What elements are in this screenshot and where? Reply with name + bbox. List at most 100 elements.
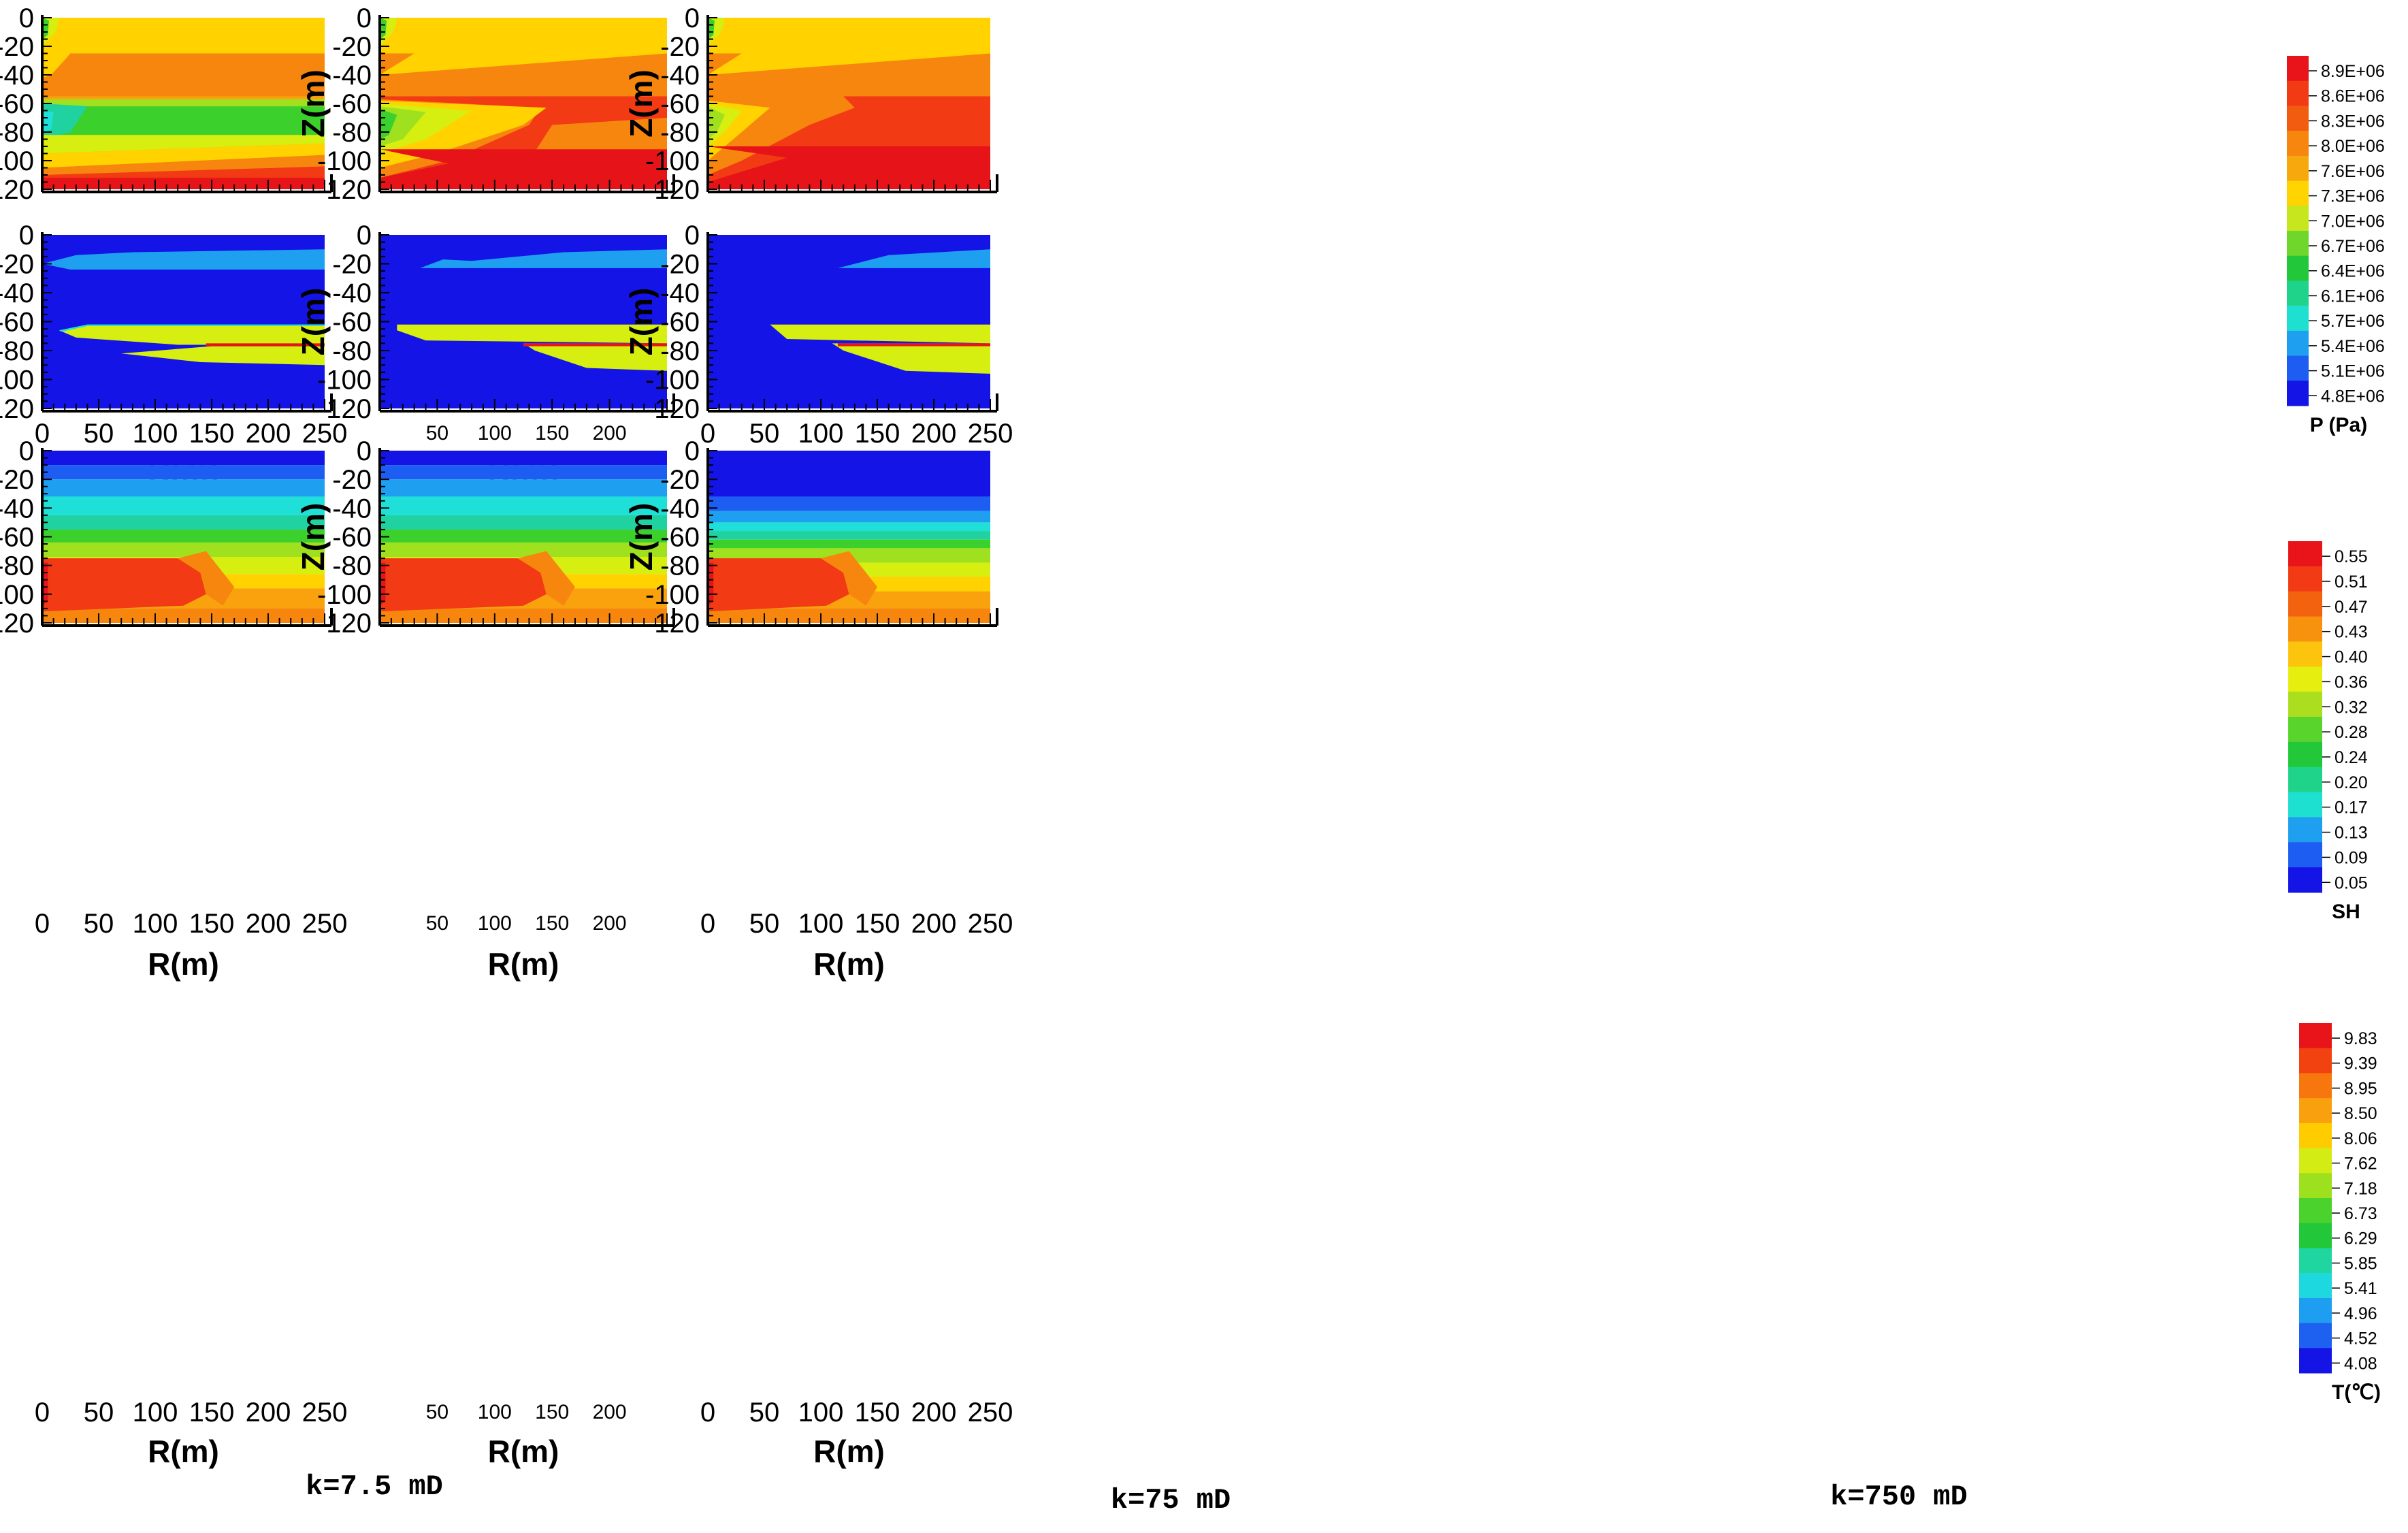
x-tick-label: 200 — [246, 1398, 291, 1427]
x-tick-label: 150 — [189, 1398, 235, 1427]
y-axis-title: Z(m) — [623, 69, 659, 138]
colorbar-swatch — [2288, 717, 2322, 743]
colorbar-swatch — [2287, 180, 2309, 206]
colorbar-swatch — [2299, 1248, 2332, 1274]
y-tick-label: 0 — [19, 221, 34, 251]
case-label-1: k=7.5 mD — [306, 1470, 443, 1503]
x-tick-label: 150 — [535, 1401, 569, 1423]
x-tick-label: 150 — [855, 1398, 900, 1427]
colorbar-swatch — [2299, 1073, 2332, 1099]
x-tick-label: 150 — [855, 909, 900, 939]
y-tick-label: 0 — [685, 436, 700, 466]
contour-field — [42, 18, 325, 189]
colorbar-swatch — [2299, 1123, 2332, 1149]
y-tick-label: -20 — [660, 465, 700, 495]
panel-p-3: 0-20-40-60-80-100-120050100150200250R(m)… — [623, 3, 1013, 489]
colorbar-swatch — [2287, 155, 2309, 182]
x-tick-label: 0 — [700, 419, 715, 449]
colorbar-label: 7.18 — [2344, 1179, 2377, 1198]
y-tick-label: -40 — [660, 61, 700, 91]
colorbar-swatch — [2299, 1297, 2332, 1324]
x-tick-label: 100 — [798, 419, 844, 449]
colorbar-label: 7.0E+06 — [2321, 212, 2385, 231]
colorbar-title: T(℃) — [2332, 1381, 2381, 1404]
y-tick-label: -20 — [0, 465, 34, 495]
x-tick-label: 200 — [911, 909, 957, 939]
x-tick-label: 200 — [911, 419, 957, 449]
y-tick-label: -60 — [0, 523, 34, 553]
colorbar-label: 0.13 — [2334, 824, 2368, 843]
colorbar-label: 0.05 — [2334, 873, 2368, 892]
y-tick-label: -40 — [0, 61, 34, 91]
colorbar-label: 6.73 — [2344, 1204, 2377, 1223]
x-tick-label: 0 — [35, 419, 50, 449]
case-label-2: k=75 mD — [1111, 1484, 1231, 1517]
colorbar-label: 8.9E+06 — [2321, 62, 2385, 81]
x-tick-label: 150 — [189, 909, 235, 939]
colorbar-swatch — [2288, 566, 2322, 592]
y-tick-label: -100 — [645, 580, 700, 610]
colorbar-label: 0.09 — [2334, 848, 2368, 867]
y-axis-title: Z(m) — [623, 503, 659, 571]
x-tick-label: 100 — [133, 419, 178, 449]
x-tick-label: 50 — [84, 909, 114, 939]
y-tick-label: -80 — [660, 118, 700, 148]
x-tick-label: 50 — [84, 1398, 114, 1427]
colorbar-label: 5.85 — [2344, 1254, 2377, 1273]
x-tick-label: 150 — [189, 419, 235, 449]
x-tick-label: 50 — [84, 419, 114, 449]
colorbar-label: 8.95 — [2344, 1079, 2377, 1098]
y-tick-label: -80 — [0, 336, 34, 366]
y-tick-label: -100 — [645, 146, 700, 176]
x-tick-label: 200 — [593, 912, 627, 935]
y-tick-label: -100 — [0, 580, 34, 610]
colorbar-swatch — [2299, 1348, 2332, 1374]
colorbar-label: 8.6E+06 — [2321, 87, 2385, 106]
colorbar-swatch — [2287, 206, 2309, 231]
y-tick-label: -60 — [660, 89, 700, 119]
colorbar-label: 7.3E+06 — [2321, 187, 2385, 206]
colorbar-swatch — [2288, 616, 2322, 642]
contour-field — [42, 451, 325, 623]
colorbar-label: 0.28 — [2334, 723, 2368, 742]
y-tick-label: 0 — [357, 3, 372, 33]
y-tick-label: -40 — [332, 278, 372, 308]
y-tick-label: -120 — [645, 609, 700, 639]
colorbar-swatch — [2299, 1273, 2332, 1299]
x-tick-label: 0 — [700, 1398, 715, 1427]
colorbar-swatch — [2287, 106, 2309, 131]
x-tick-label: 0 — [35, 909, 50, 939]
colorbar-label: 0.20 — [2334, 773, 2368, 792]
y-tick-label: -40 — [660, 494, 700, 523]
contour-field — [708, 235, 990, 408]
colorbar-label: 0.17 — [2334, 798, 2368, 818]
y-tick-label: -60 — [332, 308, 372, 338]
contour-field — [380, 235, 667, 408]
x-tick-label: 50 — [749, 909, 780, 939]
y-tick-label: -60 — [0, 89, 34, 119]
colorbar-swatch — [2287, 330, 2309, 357]
colorbar-swatch — [2288, 792, 2322, 818]
colorbar-swatch — [2287, 231, 2309, 257]
colorbar-label: 0.43 — [2334, 623, 2368, 642]
colorbar-swatch — [2288, 741, 2322, 768]
colorbar-label: 7.6E+06 — [2321, 162, 2385, 181]
x-tick-label: 200 — [911, 1398, 957, 1427]
figure-row-t: 0-20-40-60-80-100-120050100150200250R(m)… — [0, 436, 2381, 1469]
colorbar-swatch — [2287, 255, 2309, 281]
panel-t-2: 0-20-40-60-80-100-120 50 100 150 200 R(m) Z(m) — [295, 436, 675, 1469]
x-tick-label: 200 — [593, 1401, 627, 1423]
y-tick-label: -120 — [317, 175, 372, 205]
x-tick-label: 100 — [133, 909, 178, 939]
y-tick-label: -100 — [645, 366, 700, 396]
colorbar-swatch — [2299, 1323, 2332, 1349]
y-tick-label: -60 — [332, 89, 372, 119]
y-tick-label: -100 — [0, 146, 34, 176]
y-tick-label: -80 — [332, 551, 372, 581]
colorbar-label: 6.7E+06 — [2321, 237, 2385, 256]
x-tick-label: 50 — [426, 422, 449, 445]
colorbar-label: 6.4E+06 — [2321, 262, 2385, 281]
colorbar-title: SH — [2332, 901, 2360, 923]
